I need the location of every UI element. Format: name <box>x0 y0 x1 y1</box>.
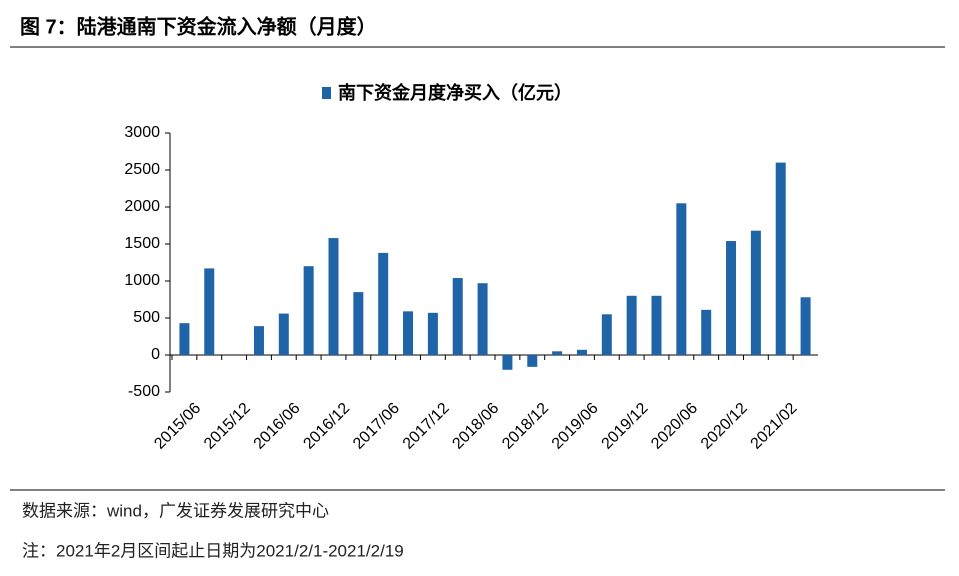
bar <box>427 312 438 355</box>
y-tick-label: 500 <box>133 309 160 326</box>
y-tick-label: 2500 <box>124 161 160 178</box>
x-tick-label: 2018/06 <box>449 400 502 453</box>
bar <box>527 355 538 367</box>
x-tick-label: 2018/12 <box>499 400 552 453</box>
y-tick-label: 1500 <box>124 235 160 252</box>
x-tick-label: 2015/06 <box>151 400 204 453</box>
bar <box>204 268 215 355</box>
bar <box>701 309 712 355</box>
y-tick-label: -500 <box>128 383 160 400</box>
bar <box>676 203 687 355</box>
legend-swatch <box>322 87 331 99</box>
bar <box>750 230 761 355</box>
bar <box>303 266 314 355</box>
x-tick-label: 2017/06 <box>350 400 403 453</box>
bar <box>576 349 587 355</box>
y-tick-label: 1000 <box>124 272 160 289</box>
x-tick-label: 2016/12 <box>300 400 353 453</box>
bar <box>775 162 786 355</box>
x-tick-label: 2020/12 <box>698 400 751 453</box>
legend-label: 南下资金月度净买入（亿元） <box>338 82 572 103</box>
bar <box>800 297 811 355</box>
x-tick-label: 2019/12 <box>599 400 652 453</box>
x-tick-label: 2017/12 <box>400 400 453 453</box>
x-tick-label: 2021/02 <box>748 400 801 453</box>
x-tick-label: 2015/12 <box>201 400 254 453</box>
bar <box>626 295 637 355</box>
bar <box>353 292 364 355</box>
bar <box>253 326 264 355</box>
bar <box>651 295 662 355</box>
bar <box>601 314 612 355</box>
bar <box>726 241 737 355</box>
y-tick-label: 3000 <box>124 124 160 141</box>
bar <box>477 283 488 355</box>
bar <box>552 351 563 355</box>
bar <box>179 323 190 355</box>
bar <box>452 278 463 355</box>
bar <box>328 238 339 355</box>
bar <box>278 313 289 355</box>
bar <box>378 252 389 355</box>
x-tick-label: 2020/06 <box>648 400 701 453</box>
bar <box>403 311 414 355</box>
source-note: 数据来源：wind，广发证券发展研究中心 <box>22 501 329 520</box>
y-tick-label: 0 <box>151 346 160 363</box>
bar <box>502 355 513 370</box>
figure-title: 图 7：陆港通南下资金流入净额（月度） <box>20 14 377 38</box>
footnote: 注：2021年2月区间起止日期为2021/2/1-2021/2/19 <box>22 541 404 560</box>
y-tick-label: 2000 <box>124 198 160 215</box>
x-tick-label: 2016/06 <box>251 400 304 453</box>
x-tick-label: 2019/06 <box>549 400 602 453</box>
